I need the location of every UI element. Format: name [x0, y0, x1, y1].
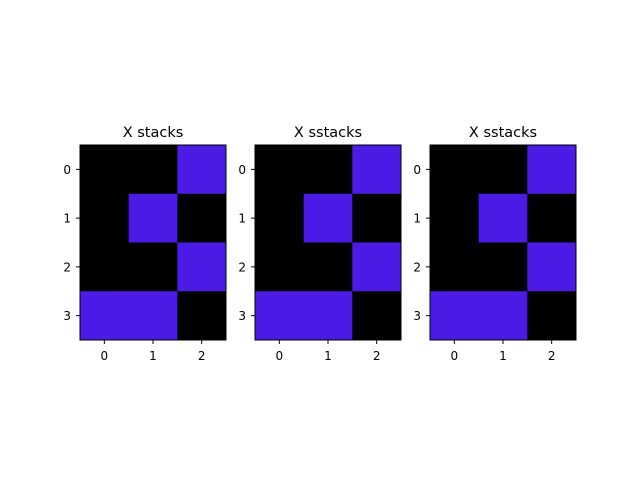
y-tick-label: 0	[238, 163, 246, 177]
panel-1-title: X stacks	[123, 125, 184, 141]
x-tick-label: 2	[548, 349, 556, 363]
heatmap-cell-r0-c0	[430, 145, 480, 195]
heatmap-cell-r1-c0	[80, 193, 130, 243]
x-tick-label: 0	[451, 349, 459, 363]
x-tick-label: 0	[276, 349, 284, 363]
x-tick-label: 1	[149, 349, 157, 363]
heatmap-cell-r1-c2	[527, 193, 577, 243]
y-tick-label: 0	[63, 163, 71, 177]
heatmap-cell-r1-c0	[430, 193, 480, 243]
y-tick-label: 2	[413, 260, 421, 274]
heatmap-cell-r3-c0	[255, 291, 305, 341]
panel-2: 0 1 2 0 1 2 3 X sstacks	[238, 125, 402, 363]
heatmap-cell-r0-c0	[255, 145, 305, 195]
panel-1: 0 1 2 0 1 2 3 X stacks	[63, 125, 227, 363]
heatmap-cell-r2-c0	[255, 242, 305, 292]
heatmap-cell-r0-c1	[478, 145, 528, 195]
heatmap-cell-r2-c2	[527, 242, 577, 292]
x-tick-label: 0	[101, 349, 109, 363]
x-tick-label: 2	[373, 349, 381, 363]
heatmap-cell-r0-c2	[352, 145, 402, 195]
heatmap-cell-r2-c1	[128, 242, 178, 292]
heatmap-cell-r2-c0	[430, 242, 480, 292]
heatmap-cell-r0-c1	[128, 145, 178, 195]
heatmap-cell-r2-c2	[352, 242, 402, 292]
heatmap-cell-r1-c2	[177, 193, 227, 243]
x-tick-label: 1	[499, 349, 507, 363]
heatmap-cell-r1-c1	[303, 193, 353, 243]
y-tick-label: 2	[63, 260, 71, 274]
heatmap-cell-r3-c0	[430, 291, 480, 341]
y-tick-label: 1	[413, 212, 421, 226]
heatmap-cell-r3-c2	[527, 291, 577, 341]
heatmap-cell-r3-c1	[478, 291, 528, 341]
x-tick-label: 1	[324, 349, 332, 363]
y-tick-label: 3	[413, 309, 421, 323]
heatmap-cell-r2-c1	[303, 242, 353, 292]
heatmap-cell-r2-c2	[177, 242, 227, 292]
y-tick-label: 0	[413, 163, 421, 177]
heatmap-cell-r0-c2	[527, 145, 577, 195]
heatmap-cell-r0-c0	[80, 145, 130, 195]
heatmap-cell-r0-c1	[303, 145, 353, 195]
x-tick-label: 2	[198, 349, 206, 363]
heatmap-cell-r1-c1	[478, 193, 528, 243]
heatmap-cell-r1-c0	[255, 193, 305, 243]
heatmap-cell-r3-c1	[303, 291, 353, 341]
heatmap-cell-r3-c2	[352, 291, 402, 341]
y-tick-label: 3	[238, 309, 246, 323]
panel-3-title: X sstacks	[469, 125, 537, 141]
heatmap-cell-r3-c1	[128, 291, 178, 341]
heatmap-cell-r0-c2	[177, 145, 227, 195]
y-tick-label: 1	[63, 212, 71, 226]
y-tick-label: 1	[238, 212, 246, 226]
y-tick-label: 2	[238, 260, 246, 274]
heatmap-cell-r3-c0	[80, 291, 130, 341]
panel-2-title: X sstacks	[294, 125, 362, 141]
heatmap-cell-r2-c1	[478, 242, 528, 292]
heatmap-cell-r2-c0	[80, 242, 130, 292]
panel-3: 0 1 2 0 1 2 3 X sstacks	[413, 125, 577, 363]
heatmap-cell-r1-c2	[352, 193, 402, 243]
y-tick-label: 3	[63, 309, 71, 323]
heatmap-cell-r3-c2	[177, 291, 227, 341]
heatmap-cell-r1-c1	[128, 193, 178, 243]
